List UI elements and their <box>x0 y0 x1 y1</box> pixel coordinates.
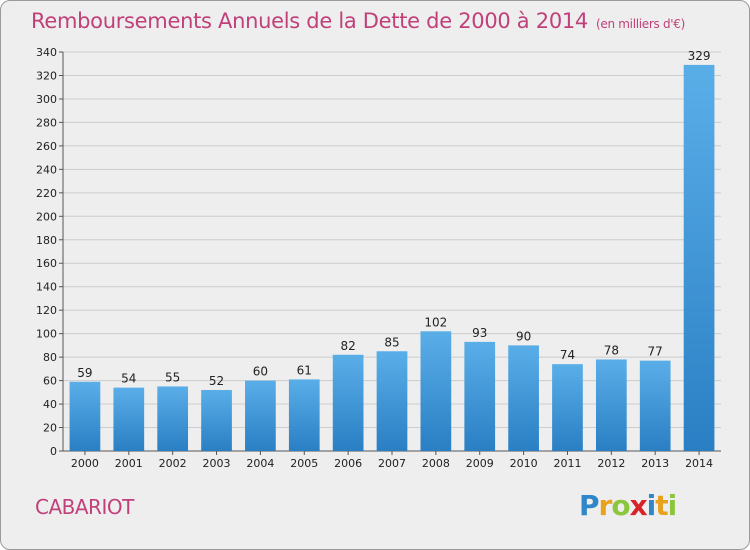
y-tick-label: 320 <box>36 69 57 82</box>
bar-value-label: 54 <box>121 372 136 386</box>
bar <box>245 380 276 451</box>
proxiti-logo: Proxiti <box>579 489 678 522</box>
y-tick-label: 140 <box>36 281 57 294</box>
x-tick-label: 2003 <box>203 457 231 470</box>
bar <box>332 354 364 451</box>
y-tick-label: 20 <box>43 422 57 435</box>
logo-letter: i <box>646 489 657 522</box>
bar <box>639 360 671 451</box>
bar-value-label: 85 <box>384 335 399 349</box>
x-tick-label: 2006 <box>334 457 362 470</box>
x-tick-label: 2000 <box>71 457 99 470</box>
bar-value-label: 77 <box>648 345 663 359</box>
bar-value-label: 52 <box>209 374 224 388</box>
bar-value-label: 74 <box>560 348 575 362</box>
bar-value-label: 102 <box>424 315 447 329</box>
logo-letter: t <box>655 489 668 522</box>
y-tick-label: 340 <box>36 46 57 59</box>
bar <box>464 341 496 451</box>
bar-value-label: 55 <box>165 370 180 384</box>
bar-value-label: 90 <box>516 329 531 343</box>
y-tick-label: 120 <box>36 304 57 317</box>
bar <box>595 359 627 451</box>
logo-letter: o <box>611 489 630 522</box>
logo-letter: i <box>667 489 678 522</box>
y-tick-label: 100 <box>36 328 57 341</box>
y-tick-label: 220 <box>36 187 57 200</box>
x-tick-label: 2001 <box>115 457 143 470</box>
x-tick-label: 2007 <box>378 457 406 470</box>
y-tick-label: 60 <box>43 375 57 388</box>
bar-value-label: 59 <box>77 366 92 380</box>
bar <box>201 389 232 451</box>
logo-letter: P <box>579 489 600 522</box>
y-tick-label: 160 <box>36 257 57 270</box>
bar <box>552 364 583 451</box>
chart-title-text: Remboursements Annuels de la Dette de 20… <box>31 9 588 33</box>
x-tick-label: 2012 <box>597 457 625 470</box>
y-tick-label: 240 <box>36 163 57 176</box>
x-tick-label: 2014 <box>685 457 713 470</box>
x-tick-label: 2013 <box>641 457 669 470</box>
y-tick-label: 200 <box>36 210 57 223</box>
chart-unit: (en milliers d'€) <box>596 17 686 31</box>
logo-letter: r <box>598 489 613 522</box>
bars: 59 54 55 52 60 61 82 85 102 93 90 74 78 77 329 <box>69 49 715 452</box>
y-tick-label: 260 <box>36 140 57 153</box>
chart-title: Remboursements Annuels de la Dette de 20… <box>31 9 685 33</box>
y-tick-label: 180 <box>36 234 57 247</box>
x-tick-label: 2005 <box>290 457 318 470</box>
x-tick-label: 2011 <box>553 457 581 470</box>
bar <box>288 379 320 451</box>
bar <box>376 351 408 451</box>
y-tick-label: 300 <box>36 93 57 106</box>
x-tick-label: 2002 <box>159 457 187 470</box>
bar <box>113 387 145 451</box>
logo-letter: x <box>629 489 648 522</box>
bar-value-label: 61 <box>297 363 312 377</box>
bar <box>420 331 452 451</box>
bar <box>683 64 715 452</box>
y-tick-label: 40 <box>43 398 57 411</box>
y-tick-label: 0 <box>50 445 57 458</box>
bar-value-label: 93 <box>472 326 487 340</box>
x-tick-label: 2010 <box>510 457 538 470</box>
axes: 0 20 40 60 80 100 120 140 160 180 200 220 240 260 280 3… <box>36 46 721 470</box>
bar-value-label: 78 <box>604 343 619 357</box>
bar-value-label: 329 <box>688 49 711 63</box>
bar <box>508 345 539 451</box>
x-tick-label: 2009 <box>466 457 494 470</box>
y-tick-label: 80 <box>43 351 57 364</box>
commune-name: CABARIOT <box>35 495 134 519</box>
bar-value-label: 82 <box>340 339 355 353</box>
bar <box>69 381 101 451</box>
x-tick-label: 2008 <box>422 457 450 470</box>
y-tick-label: 280 <box>36 116 57 129</box>
bar-value-label: 60 <box>253 365 268 379</box>
x-tick-label: 2004 <box>246 457 274 470</box>
bar <box>157 386 189 451</box>
